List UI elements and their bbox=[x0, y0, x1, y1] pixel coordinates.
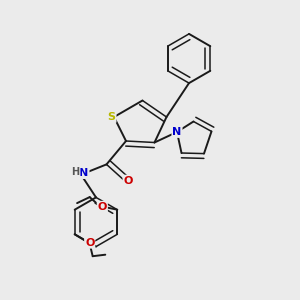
Text: O: O bbox=[85, 238, 94, 248]
Text: N: N bbox=[172, 127, 182, 137]
Text: N: N bbox=[80, 168, 88, 178]
Text: O: O bbox=[98, 202, 107, 212]
Text: O: O bbox=[123, 176, 133, 186]
Text: S: S bbox=[108, 112, 116, 122]
Text: H: H bbox=[71, 167, 80, 177]
